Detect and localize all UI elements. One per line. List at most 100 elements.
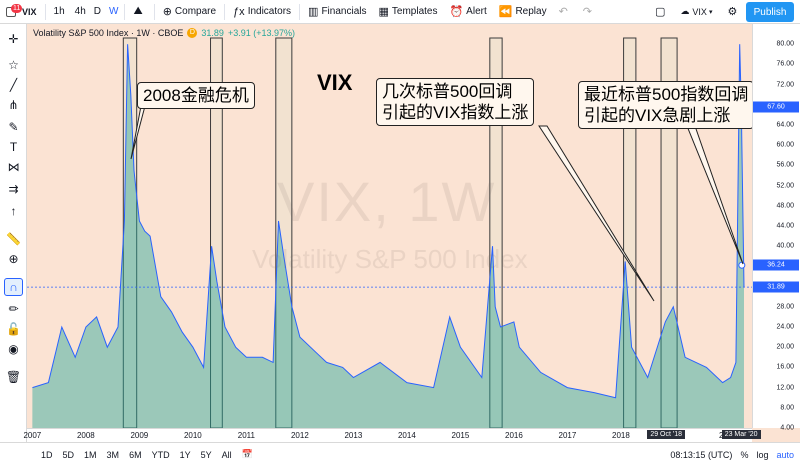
layout-icon: ▢	[655, 6, 666, 18]
price-label-high: 67.60	[753, 101, 799, 113]
price-tick: 76.00	[776, 60, 794, 68]
layout-button[interactable]: ▢	[649, 0, 674, 24]
time-tick: 2013	[344, 431, 363, 440]
time-tick: 2017	[558, 431, 577, 440]
zoom-in-icon[interactable]: ⊕	[8, 252, 19, 266]
goto-date-icon[interactable]: 📅	[241, 449, 253, 459]
time-axis[interactable]: 2007 2008 2009 2010 2011 2012 2013 2014 2015 2016…	[23, 428, 761, 442]
auto-toggle[interactable]: auto	[776, 450, 794, 460]
price-tick: 44.00	[776, 222, 794, 230]
magnet-icon[interactable]: ∩	[4, 278, 23, 296]
divider	[153, 3, 155, 20]
price-tick: 60.00	[776, 141, 794, 149]
arrow-up-icon[interactable]: ↑	[10, 204, 17, 218]
layout-symbol: VIX	[692, 6, 707, 17]
interval-w[interactable]: W	[109, 6, 119, 17]
interval-d[interactable]: D	[93, 6, 101, 17]
alert-label: Alert	[466, 6, 487, 17]
templates-label: Templates	[391, 6, 438, 17]
compare-button[interactable]: ⊕ Compare	[157, 0, 222, 24]
price-tick: 40.00	[776, 242, 794, 250]
range-5y[interactable]: 5Y	[200, 449, 212, 460]
callout-recent-line2: 引起的VIX急剧上涨	[584, 106, 731, 125]
callout-recent-pullback[interactable]: 最近标普500指数回调 引起的VIX急剧上涨	[578, 81, 752, 129]
callout-sp500-pullbacks[interactable]: 几次标普500回调 引起的VIX指数上涨	[376, 78, 535, 126]
log-toggle[interactable]: log	[756, 450, 769, 460]
time-tick: 2009	[130, 431, 149, 440]
cloud-icon: ☁	[680, 6, 690, 16]
utc-clock[interactable]: 08:13:15 (UTC)	[670, 450, 733, 460]
chart-type-button[interactable]: ⛰	[127, 0, 151, 24]
range-1y[interactable]: 1Y	[179, 449, 191, 460]
price-tick: 48.00	[776, 202, 794, 210]
redo-button[interactable]: ↷	[577, 0, 601, 24]
time-tick: 2015	[451, 431, 470, 440]
chart-canvas[interactable]	[27, 24, 752, 428]
range-all[interactable]: All	[221, 449, 232, 460]
trend-line-icon[interactable]: ╱	[9, 78, 18, 92]
crosshair-icon[interactable]: ✛	[8, 32, 19, 46]
replay-button[interactable]: ⏪ Replay	[493, 0, 553, 24]
range-1d[interactable]: 1D	[41, 449, 53, 460]
percent-toggle[interactable]: %	[740, 450, 749, 460]
interval-1h[interactable]: 1h	[53, 6, 65, 17]
publish-button[interactable]: Publish	[746, 2, 794, 22]
financials-button[interactable]: ▥ Financials	[302, 0, 372, 24]
price-tick: 56.00	[776, 161, 794, 169]
lock-icon[interactable]: 🔓	[6, 322, 21, 336]
legend-change: +3.91 (+13.97%)	[227, 28, 295, 38]
range-3m[interactable]: 3M	[106, 449, 120, 460]
range-ytd[interactable]: YTD	[151, 449, 170, 460]
forecast-icon[interactable]: ⇉	[8, 182, 19, 196]
range-5d[interactable]: 5D	[62, 449, 75, 460]
trash-icon[interactable]: 🗑	[5, 370, 22, 384]
indicators-button[interactable]: ƒx Indicators	[227, 0, 297, 24]
templates-button[interactable]: ▦ Templates	[372, 0, 443, 24]
symbol-label[interactable]: VIX	[22, 6, 37, 17]
divider	[124, 3, 126, 20]
replay-icon: ⏪	[498, 6, 513, 18]
range-6m[interactable]: 6M	[129, 449, 142, 460]
price-tick: 16.00	[776, 363, 794, 371]
series-legend[interactable]: Volatility S&P 500 Index · 1W · CBOE D 3…	[33, 28, 295, 38]
divider	[44, 3, 46, 20]
price-tick: 80.00	[776, 40, 794, 48]
draw-mode-icon[interactable]: ✏	[8, 302, 19, 316]
time-tick: 2016	[504, 431, 523, 440]
range-1m[interactable]: 1M	[84, 449, 97, 460]
divider	[299, 3, 301, 20]
time-tick: 2007	[23, 431, 42, 440]
menu-icon[interactable]: 11	[6, 3, 23, 17]
bottom-toolbar: 1D 5D 1M 3M 6M YTD 1Y 5Y All 📅 08:13:15 …	[0, 442, 800, 466]
replay-label: Replay	[515, 6, 547, 17]
highlight-box-2	[210, 37, 223, 428]
pattern-icon[interactable]: ⋈	[7, 160, 20, 174]
undo-button[interactable]: ↶	[553, 0, 577, 24]
highlight-box-3	[275, 37, 293, 428]
vix-area-fill	[32, 44, 744, 428]
price-scale[interactable]: 80.0076.0072.0068.0064.0060.0056.0052.00…	[752, 24, 800, 432]
alert-button[interactable]: ⏰ Alert	[443, 0, 492, 24]
callout-2008-crisis[interactable]: 2008金融危机	[137, 82, 255, 109]
interval-4h[interactable]: 4h	[74, 6, 86, 17]
symbol-search[interactable]: 11 VIX	[0, 0, 43, 24]
vix-series-line	[32, 44, 745, 399]
time-tick: 2011	[237, 431, 255, 440]
brush-icon[interactable]: ✎	[8, 120, 19, 134]
settings-button[interactable]: ⚙	[721, 0, 746, 24]
area-chart-icon: ⛰	[133, 5, 143, 17]
highlight-box-6	[660, 37, 678, 428]
star-icon[interactable]: ☆	[8, 58, 19, 72]
time-tick: 2018	[612, 431, 630, 440]
highlight-box-5	[623, 37, 637, 428]
highlight-box-4	[489, 37, 503, 428]
ruler-icon[interactable]: 📏	[6, 232, 21, 246]
bottom-right-controls: 08:13:15 (UTC) % log auto	[670, 443, 794, 466]
eye-icon[interactable]: ◉	[8, 342, 19, 356]
chart-pane[interactable]: VIX, 1W Volatility S&P 500 Index Volatil…	[27, 24, 752, 428]
chevron-down-icon: ▾	[708, 8, 713, 16]
layout-menu[interactable]: ☁ VIX ▾	[674, 0, 721, 24]
callout-recent-pointer	[686, 125, 744, 265]
pitchfork-icon[interactable]: ⋔	[8, 98, 19, 112]
text-tool-icon[interactable]: T	[9, 140, 18, 154]
